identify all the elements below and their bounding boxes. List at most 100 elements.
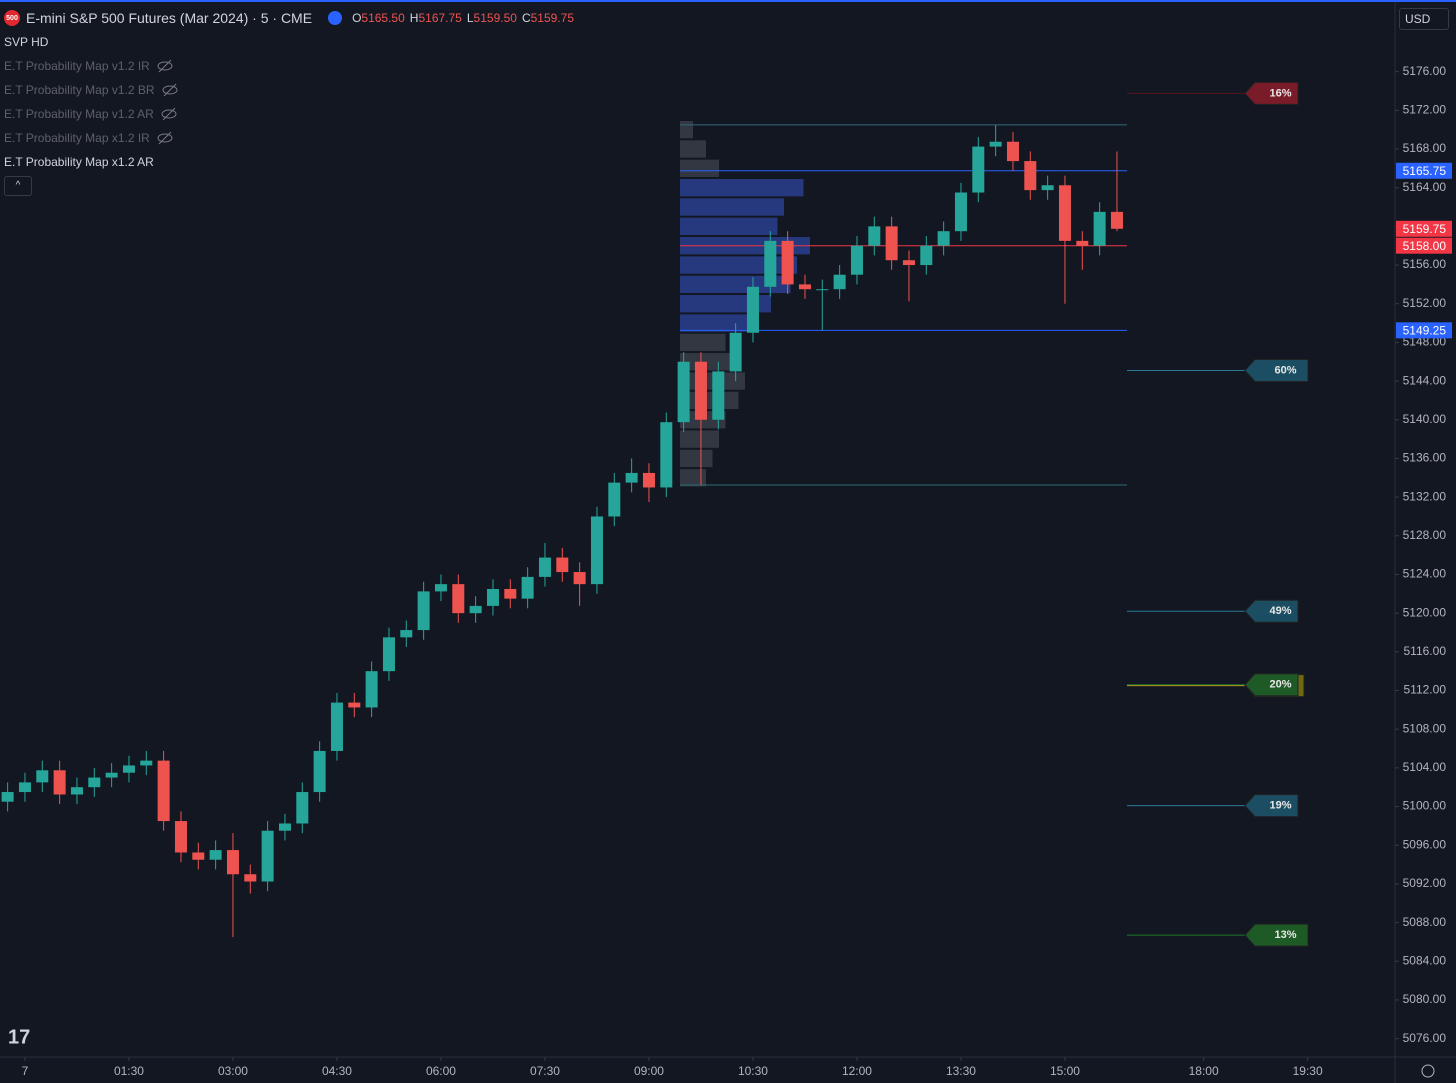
symbol-badge: 500: [4, 10, 20, 26]
candle-body: [608, 482, 621, 517]
hidden-eye-icon[interactable]: [160, 107, 178, 121]
x-tick-label: 7: [22, 1064, 29, 1078]
y-tick-label: 5100.00: [1403, 799, 1447, 813]
indicator-name: E.T Probability Map x1.2 IR: [4, 131, 150, 145]
candle-body: [486, 588, 499, 606]
profile-bar: [680, 198, 784, 216]
candle-body: [885, 226, 898, 261]
candle-body: [365, 671, 378, 708]
candle-body: [18, 782, 31, 793]
level-label: 16%: [1269, 87, 1291, 99]
price-badge-label: 5165.75: [1403, 164, 1447, 178]
symbol-header: 500 E-mini S&P 500 Futures (Mar 2024) · …: [4, 10, 579, 26]
candle-body: [556, 557, 569, 573]
profile-bar: [680, 353, 732, 371]
symbol-title[interactable]: E-mini S&P 500 Futures (Mar 2024) · 5 · …: [26, 10, 313, 26]
candle-body: [417, 591, 430, 631]
candle-body: [694, 361, 707, 420]
price-badge-label: 5158.00: [1403, 239, 1447, 253]
y-tick-label: 5164.00: [1403, 180, 1447, 194]
hidden-eye-icon[interactable]: [161, 83, 179, 97]
hidden-eye-icon[interactable]: [156, 131, 174, 145]
y-tick-label: 5088.00: [1403, 915, 1447, 929]
y-tick-label: 5076.00: [1403, 1031, 1447, 1045]
x-tick-label: 12:00: [842, 1064, 872, 1078]
indicator-name: E.T Probability Map v1.2 AR: [4, 107, 154, 121]
candle-body: [434, 584, 447, 592]
candle-body: [972, 146, 985, 193]
level-label: 60%: [1274, 364, 1296, 376]
indicator: E.T Probability Map x1.2 AR: [4, 155, 154, 169]
candle-body: [1006, 141, 1019, 162]
replay-button[interactable]: [328, 11, 343, 25]
settings-icon[interactable]: [1421, 1064, 1435, 1078]
ohlc: O5165.50 H5167.75 L5159.50 C5159.75: [352, 11, 579, 25]
profile-bar: [680, 179, 804, 197]
candle-body: [53, 770, 66, 795]
price-badge: [1396, 162, 1452, 179]
x-tick-label: 15:00: [1050, 1064, 1080, 1078]
candle-body: [105, 772, 118, 778]
candle-body: [504, 588, 517, 599]
candle-body: [902, 260, 915, 266]
indicator-name: E.T Probability Map v1.2 BR: [4, 83, 155, 97]
candle-body: [660, 422, 673, 488]
level-tag: [1244, 673, 1299, 697]
currency-button[interactable]: USD: [1399, 8, 1449, 30]
x-tick-label: 03:00: [218, 1064, 248, 1078]
y-tick-label: 5104.00: [1403, 760, 1447, 774]
level-tag: [1244, 81, 1299, 105]
ohlc-value: 5159.75: [530, 11, 574, 25]
level-label: 49%: [1269, 605, 1291, 617]
y-tick-label: 5140.00: [1403, 412, 1447, 426]
candle-body: [400, 630, 413, 638]
candle-body: [850, 245, 863, 275]
candle-body: [642, 472, 655, 488]
hidden-eye-icon[interactable]: [156, 59, 174, 73]
y-tick-label: 5124.00: [1403, 567, 1447, 581]
x-tick-label: 06:00: [426, 1064, 456, 1078]
candle-body: [573, 572, 586, 585]
collapse-button[interactable]: ^: [4, 176, 32, 196]
ohlc-key: O: [352, 11, 362, 25]
profile-bar: [680, 217, 778, 236]
candle-body: [70, 787, 83, 795]
y-tick-label: 5080.00: [1403, 992, 1447, 1006]
logo: 17: [8, 1026, 30, 1048]
candle-body: [833, 274, 846, 290]
x-tick-label: 18:00: [1189, 1064, 1219, 1078]
ohlc-key: C: [521, 11, 531, 25]
candle-body: [1093, 211, 1106, 246]
candle-body: [192, 852, 205, 860]
candle-body: [521, 576, 534, 599]
level-tag: [1244, 358, 1309, 382]
candle-body: [764, 240, 777, 287]
candle-body: [712, 371, 725, 420]
candle-body: [348, 702, 361, 708]
y-tick-label: 5176.00: [1403, 64, 1447, 78]
y-tick-label: 5156.00: [1403, 257, 1447, 271]
candle-body: [816, 289, 829, 291]
y-tick-label: 5144.00: [1403, 373, 1447, 387]
profile-bar: [680, 256, 797, 274]
candle-body: [122, 765, 135, 773]
level-tag: [1244, 599, 1299, 623]
candle-body: [140, 760, 153, 766]
level-label: 20%: [1269, 679, 1291, 691]
profile-bar: [680, 275, 791, 294]
candle-body: [746, 286, 759, 333]
y-tick-label: 5120.00: [1403, 605, 1447, 619]
level-label: 13%: [1274, 929, 1296, 941]
y-tick-label: 5172.00: [1403, 102, 1447, 116]
candle-body: [1024, 161, 1037, 191]
level-tag: [1244, 794, 1299, 818]
ohlc-value: 5167.75: [418, 11, 462, 25]
indicator: E.T Probability Map x1.2 IR: [4, 131, 174, 145]
y-tick-label: 5132.00: [1403, 489, 1447, 503]
candle-body: [36, 770, 49, 783]
x-tick-label: 09:00: [634, 1064, 664, 1078]
indicator-name: E.T Probability Map v1.2 IR: [4, 59, 150, 73]
candle-body: [937, 231, 950, 246]
candle-body: [209, 850, 222, 860]
